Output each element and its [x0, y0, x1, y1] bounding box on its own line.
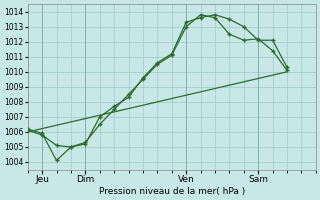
X-axis label: Pression niveau de la mer( hPa ): Pression niveau de la mer( hPa ) — [99, 187, 245, 196]
